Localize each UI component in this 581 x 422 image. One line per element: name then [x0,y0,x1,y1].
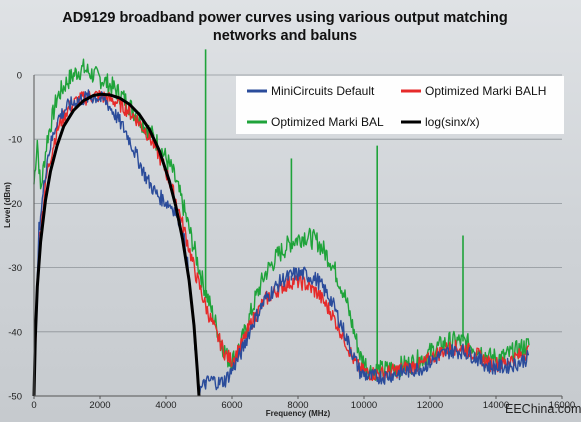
x-tick-label-0: 0 [31,400,36,411]
series-line-0 [33,89,530,397]
y-tick-label-5: -50 [8,392,22,403]
legend: MiniCircuits Default Optimized Marki BAL… [236,76,564,134]
chart-title-line-1: AD9129 broadband power curves using vari… [62,10,508,26]
x-tick-label-6: 12000 [417,400,443,411]
x-tick-label-2: 4000 [155,400,176,411]
plot-area [32,49,530,397]
x-tick-label-5: 10000 [351,400,377,411]
x-tick-label-7: 14000 [483,400,509,411]
legend-label-sinc: log(sinx/x) [425,115,480,129]
series-line-3 [32,92,201,397]
y-tick-label-0: 0 [17,71,22,82]
x-tick-label-1: 2000 [89,400,110,411]
y-tick-label-2: -20 [8,199,22,210]
watermark-text: EEChina.com [505,402,581,416]
y-axis-title: Level (dBm) [3,182,12,228]
axes: 0 -10 -20 -30 -40 -50 0 2000 4000 6000 8000 10000 12… [8,71,575,412]
x-tick-label-4: 8000 [287,400,308,411]
x-tick-label-3: 6000 [221,400,242,411]
legend-label-marki-bal: Optimized Marki BAL [271,115,384,129]
chart-title-line-2: networks and baluns [213,28,357,44]
legend-label-marki-balh: Optimized Marki BALH [425,84,546,98]
y-tick-label-4: -40 [8,327,22,338]
x-axis-title: Frequency (MHz) [266,409,331,418]
legend-label-minicircuits: MiniCircuits Default [271,84,375,98]
legend-background [236,76,564,134]
x-tick-label-8: 16000 [549,400,575,411]
y-tick-label-1: -10 [8,135,22,146]
y-tick-label-3: -30 [8,263,22,274]
